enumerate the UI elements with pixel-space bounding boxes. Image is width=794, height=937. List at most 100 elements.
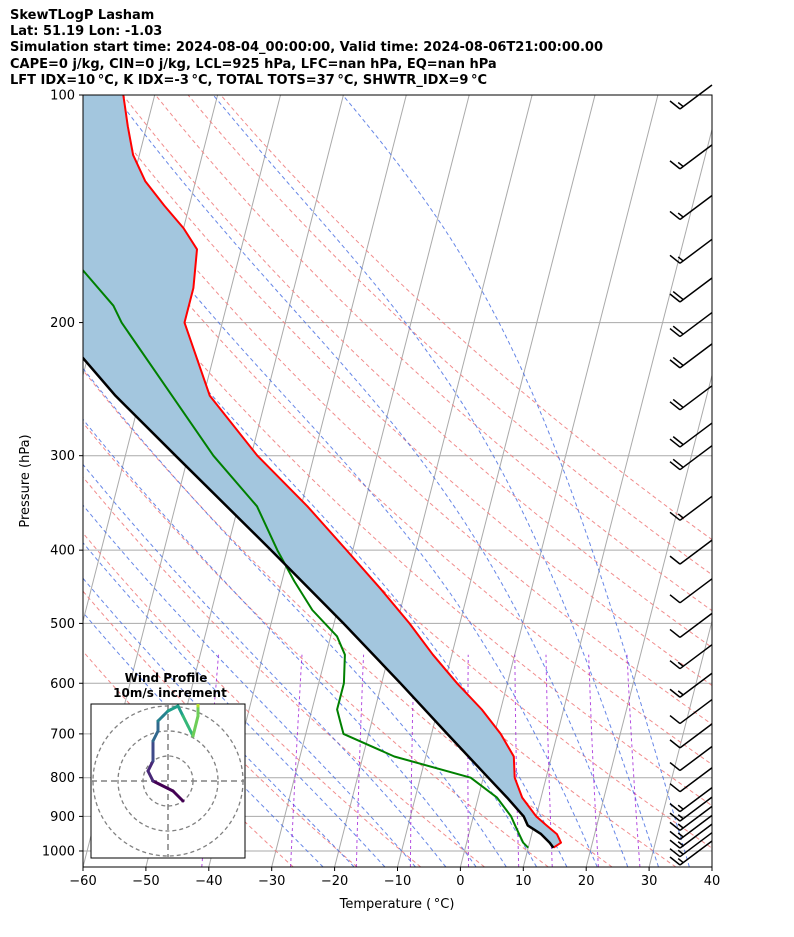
- barb-flag: [669, 812, 681, 822]
- barb-flag: [672, 290, 684, 301]
- barb-flag: [669, 160, 681, 170]
- barb-flag: [669, 555, 681, 565]
- isotherm-line: [83, 95, 93, 132]
- dry-adiabat: [90, 95, 712, 687]
- barb-staff: [679, 495, 713, 521]
- wind-barb: [669, 823, 713, 849]
- isotherm-line: [271, 95, 470, 867]
- mixing-ratio-line: [355, 654, 365, 867]
- barb-flag: [669, 100, 681, 110]
- barb-flag: [669, 628, 681, 638]
- barb-staff: [679, 796, 713, 822]
- barb-staff: [679, 814, 713, 840]
- barb-flag: [669, 688, 681, 698]
- wind-barb: [669, 422, 713, 448]
- y-axis-label: Pressure (hPa): [18, 434, 33, 527]
- hodograph-segment: [151, 729, 160, 743]
- x-tick-label: 0: [456, 874, 464, 889]
- hodograph-segment: [166, 704, 180, 713]
- isotherm-line: [83, 95, 219, 624]
- moist-adiabat: [83, 154, 598, 867]
- barb-half-flag: [677, 661, 684, 667]
- barb-staff: [679, 723, 713, 749]
- isotherm-line: [711, 864, 712, 867]
- dewpoint-line: [83, 268, 529, 849]
- barb-staff: [679, 672, 713, 698]
- chart-header: SkewTLogP Lasham Lat: 51.19 Lon: -1.03 S…: [10, 8, 603, 89]
- wind-barb: [669, 787, 713, 813]
- hodograph-segment: [146, 759, 155, 773]
- barb-staff: [679, 578, 713, 604]
- wind-barb: [669, 311, 713, 338]
- barb-staff: [679, 745, 713, 772]
- barb-half-flag: [677, 832, 684, 838]
- wind-barb: [669, 277, 713, 303]
- barb-staff: [679, 194, 713, 221]
- hodograph-segment: [176, 704, 185, 718]
- barb-staff: [679, 767, 713, 793]
- isotherm-line: [522, 127, 712, 867]
- dry-adiabat: [83, 369, 613, 867]
- cin-area: [83, 95, 561, 848]
- barb-staff: [679, 144, 713, 170]
- barb-flag: [669, 830, 681, 840]
- wind-barb: [669, 385, 713, 411]
- wind-barb: [669, 343, 713, 369]
- x-tick-label: 10: [515, 874, 532, 889]
- mixing-ratio-line: [290, 654, 303, 867]
- wind-barbs: [669, 84, 713, 866]
- barb-flag: [669, 254, 681, 264]
- dry-adiabat: [83, 220, 712, 807]
- dry-adiabat: [220, 95, 712, 541]
- barb-flag: [672, 325, 684, 335]
- barb-flag: [669, 293, 681, 303]
- location: Lat: 51.19 Lon: -1.03: [10, 24, 163, 40]
- hodograph-subtitle: 10m/s increment: [113, 686, 227, 700]
- barb-staff: [679, 385, 713, 411]
- moist-adiabat: [83, 463, 447, 867]
- barb-staff: [679, 787, 713, 813]
- barb-half-flag: [677, 849, 684, 855]
- y-tick-label: 1000: [42, 844, 75, 859]
- moist-adiabat: [83, 367, 507, 867]
- barb-half-flag: [677, 102, 684, 108]
- barb-flag: [672, 356, 684, 367]
- mixing-ratio-line: [467, 654, 469, 867]
- barb-staff: [679, 644, 713, 670]
- dry-adiabat: [83, 476, 485, 867]
- wind-barb: [669, 796, 713, 822]
- hodograph: Wind Profile 10m/s increment: [90, 671, 246, 859]
- isotherm-line: [334, 95, 533, 867]
- x-tick-label: −60: [69, 874, 96, 889]
- wind-barb: [669, 814, 713, 840]
- barb-flag: [672, 398, 684, 409]
- wind-barb: [669, 238, 713, 264]
- barb-flag: [672, 436, 684, 446]
- wind-barb: [669, 445, 713, 471]
- wind-barb: [669, 644, 713, 670]
- x-tick-label: 40: [704, 874, 721, 889]
- wind-barb: [669, 84, 713, 110]
- x-tick-label: −20: [321, 874, 348, 889]
- barb-half-flag: [677, 823, 684, 829]
- wind-barb: [669, 767, 713, 793]
- moist-adiabat: [212, 95, 659, 867]
- barb-half-flag: [677, 804, 684, 810]
- barb-staff: [679, 539, 713, 565]
- barb-flag: [669, 848, 681, 858]
- barb-half-flag: [677, 857, 684, 864]
- wind-barb: [669, 840, 713, 866]
- barb-flag: [669, 803, 681, 813]
- barb-flag: [669, 761, 681, 772]
- barb-flag: [669, 327, 681, 338]
- barb-flag: [669, 438, 681, 448]
- wind-barb: [669, 832, 713, 858]
- x-tick-label: 30: [641, 874, 658, 889]
- barb-flag: [672, 458, 684, 468]
- wind-barb: [669, 144, 713, 170]
- y-tick-label: 700: [50, 727, 75, 742]
- x-axis-label: Temperature ( °C): [339, 897, 455, 912]
- hodograph-segment: [191, 714, 200, 738]
- barb-flag: [669, 359, 681, 369]
- barb-half-flag: [677, 161, 684, 168]
